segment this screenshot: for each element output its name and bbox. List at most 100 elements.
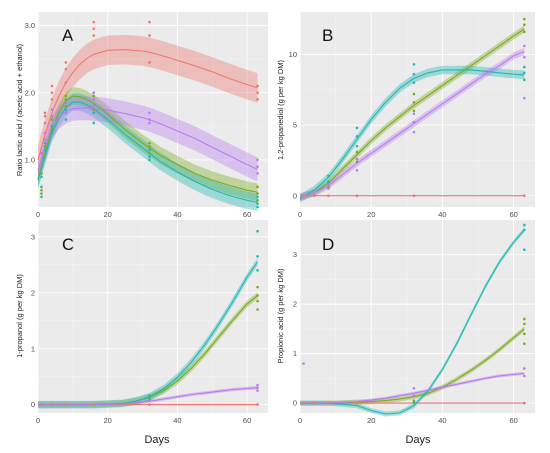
panel-a-data-point-red bbox=[256, 84, 259, 88]
panel-b-data-point-teal bbox=[523, 71, 526, 75]
panel-a-data-point-purple bbox=[43, 138, 47, 142]
panel-a-data-point-teal bbox=[92, 111, 96, 115]
panel-a-data-point-olive bbox=[256, 185, 259, 189]
panel-d-data-point-red bbox=[355, 401, 359, 405]
panel-b-x-tick-label: 0 bbox=[298, 210, 302, 219]
panel-a-data-point-olive bbox=[50, 128, 54, 131]
panel-a-x-tick-label: 0 bbox=[36, 210, 40, 219]
panel-a-fit-line-purple bbox=[37, 107, 258, 171]
panel-d-data-point-teal bbox=[523, 228, 526, 232]
panel-c-data-point-red bbox=[256, 403, 259, 406]
panel-a-data-point-teal bbox=[148, 155, 151, 158]
panel-b-data-point-olive bbox=[412, 101, 416, 104]
panel-b-data-point-purple bbox=[355, 157, 359, 161]
panel-a-data-point-red bbox=[92, 27, 96, 31]
panel-b-data-point-teal bbox=[523, 65, 526, 69]
panel-b-data-point-olive bbox=[355, 150, 359, 154]
panel-b-data-point-olive bbox=[523, 23, 526, 27]
panel-a-data-point-olive bbox=[64, 94, 68, 98]
panel-d-y-axis-title: Propionic acid (g per kg DM) bbox=[276, 268, 285, 364]
panel-d-data-point-purple bbox=[302, 362, 305, 365]
panel-a-data-point-teal bbox=[40, 175, 43, 179]
panel-a-y-axis-title: Ratio lactic acid / (acetic acid + ethan… bbox=[15, 43, 24, 176]
panel-b-data-point-red bbox=[412, 194, 416, 197]
panel-a-y-tick-label: 3.0 bbox=[25, 21, 35, 30]
panel-c-data-point-teal bbox=[148, 394, 151, 397]
panel-b-data-point-purple bbox=[412, 130, 416, 134]
panel-b-data-point-red bbox=[312, 194, 316, 197]
panel-a-data-point-olive bbox=[148, 151, 151, 155]
panel-a-data-point-teal bbox=[148, 158, 151, 162]
panel-b-data-point-purple bbox=[523, 55, 526, 59]
panel-b-data-point-purple bbox=[327, 183, 330, 186]
panel-c-data-point-purple bbox=[148, 398, 151, 402]
panel-d-data-point-red bbox=[523, 401, 526, 405]
panel-b-data-point-teal bbox=[327, 174, 330, 178]
panel-b-data-point-purple bbox=[523, 96, 526, 100]
panel-c-data-point-red bbox=[148, 403, 151, 406]
panel-a-data-point-red bbox=[92, 34, 96, 37]
panel-a-data-point-olive bbox=[148, 141, 151, 145]
panel-c: 1-propanol (g per kg DM) C 0 20 40 60 0 1 2 3 bbox=[15, 220, 268, 425]
panel-a-data-point-purple bbox=[148, 118, 151, 121]
panel-c-y-tick-label: 1 bbox=[31, 344, 35, 353]
panel-a: Ratio lactic acid / (acetic acid + ethan… bbox=[15, 12, 268, 219]
panel-a-data-point-purple bbox=[64, 101, 68, 105]
panel-d-letter: D bbox=[322, 235, 334, 254]
panel-a-data-point-olive bbox=[64, 104, 68, 108]
panel-b-fit-line-purple bbox=[299, 51, 525, 198]
panel-d-data-point-red bbox=[302, 401, 305, 405]
panel-c-data-point-olive bbox=[256, 294, 259, 297]
panel-d-x-tick-label: 20 bbox=[367, 416, 375, 425]
panel-d-data-point-olive bbox=[523, 342, 526, 346]
panel-b-fit-line-olive bbox=[299, 28, 525, 198]
panel-b-data-point-olive bbox=[412, 92, 416, 96]
panel-c-data-point-purple bbox=[256, 383, 259, 387]
panel-b-data-point-purple bbox=[412, 112, 416, 116]
panel-b-data-point-teal bbox=[355, 126, 359, 130]
panel-b-data-point-teal bbox=[412, 72, 416, 76]
panel-a-data-point-teal bbox=[256, 202, 259, 205]
panel-d-data-point-teal bbox=[523, 223, 526, 227]
panel-a-data-point-olive bbox=[40, 188, 43, 192]
panel-d-x-tick-label: 0 bbox=[298, 416, 302, 425]
panel-d-data-point-teal bbox=[523, 248, 526, 251]
panel-a-data-point-teal bbox=[50, 125, 54, 128]
panel-d-data-point-purple bbox=[412, 394, 416, 397]
panel-d-data-point-olive bbox=[523, 322, 526, 326]
panel-d-x-tick-label: 40 bbox=[438, 416, 446, 425]
panel-b-data-point-purple bbox=[412, 120, 416, 124]
panel-b-data-point-red bbox=[355, 194, 359, 197]
panel-c-x-tick-label: 0 bbox=[36, 416, 40, 425]
panel-a-data-point-red bbox=[92, 20, 96, 24]
panel-b: 1,2-propanediol (g per kg DM) B 0 20 40 60 0… bbox=[276, 12, 535, 219]
panel-b-data-point-olive bbox=[355, 160, 359, 164]
panel-a-data-point-red bbox=[64, 61, 68, 64]
panel-a-data-point-red bbox=[50, 91, 54, 94]
panel-a-data-point-red bbox=[50, 98, 54, 101]
panel-d-data-point-red bbox=[327, 401, 330, 405]
panel-c-fit-line-purple bbox=[38, 387, 258, 406]
panel-a-data-point-olive bbox=[92, 94, 96, 98]
panel-b-background bbox=[300, 12, 535, 207]
panel-c-y-tick-label: 2 bbox=[31, 288, 35, 297]
panel-c-data-point-purple bbox=[256, 386, 259, 390]
panel-a-data-point-teal bbox=[256, 195, 259, 199]
panel-c-data-point-olive bbox=[256, 299, 259, 303]
panel-a-data-point-purple bbox=[148, 111, 151, 115]
panel-a-data-point-teal bbox=[43, 148, 47, 152]
panel-b-confidence-band-olive bbox=[300, 25, 525, 201]
panel-d-data-point-purple bbox=[523, 367, 526, 370]
panel-d-fit-line-olive bbox=[300, 328, 525, 404]
panel-a-data-point-olive bbox=[92, 108, 96, 111]
panel-a-data-point-red bbox=[148, 34, 151, 37]
panel-c-y-tick-label: 0 bbox=[31, 400, 35, 409]
x-axis-title-right: Days bbox=[405, 434, 431, 446]
panel-a-data-point-teal bbox=[40, 195, 43, 199]
panel-c-x-tick-label: 60 bbox=[243, 416, 251, 425]
panel-c-x-tick-label: 20 bbox=[104, 416, 112, 425]
panel-a-data-point-purple bbox=[92, 104, 96, 108]
panel-a-data-point-olive bbox=[148, 145, 151, 148]
panel-d-y-tick-label: 3 bbox=[293, 250, 297, 259]
panel-b-data-point-olive bbox=[412, 109, 416, 113]
